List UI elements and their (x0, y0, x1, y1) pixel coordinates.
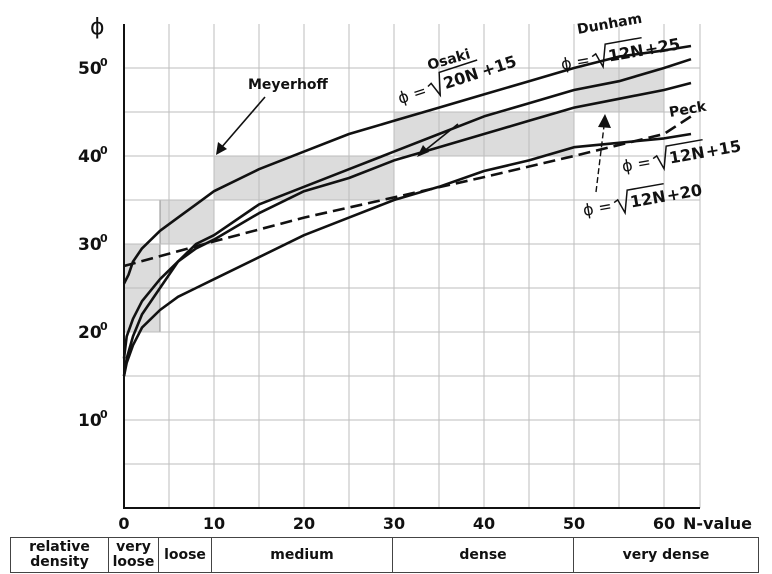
x-tick-label-60: 60 (653, 514, 675, 533)
density-very-loose: very loose (108, 537, 159, 573)
y-tick-label-50: 50 (78, 59, 102, 79)
svg-text:+15: +15 (479, 52, 519, 81)
x-tick-label-10: 10 (203, 514, 225, 533)
y-tick-label-10: 10 (78, 411, 102, 431)
density-loose: loose (158, 537, 212, 573)
svg-text:ϕ =: ϕ = (559, 50, 591, 74)
density-very-dense: very dense (573, 537, 759, 573)
y-tick-degree-40: 0 (100, 144, 108, 157)
series-line-0 (122, 44, 692, 285)
y-tick-degree-20: 0 (100, 320, 108, 333)
series-line-4 (122, 132, 692, 377)
series-line-1 (122, 57, 692, 377)
svg-text:ϕ =: ϕ = (581, 196, 613, 220)
density-dense: dense (392, 537, 574, 573)
dunham-label: Dunham (576, 11, 643, 38)
y-tick-label-40: 40 (78, 147, 102, 167)
svg-text:12N: 12N (607, 41, 645, 66)
y-tick-label-20: 20 (78, 323, 102, 343)
formula-12n-20: ϕ = 12N +20 (581, 180, 703, 220)
svg-text:+15: +15 (704, 136, 742, 161)
svg-text:ϕ =: ϕ = (620, 152, 652, 176)
y-tick-degree-30: 0 (100, 232, 108, 245)
y-tick-label-30: 30 (78, 235, 102, 255)
svg-text:+20: +20 (665, 180, 703, 205)
svg-text:+25: +25 (643, 34, 681, 59)
meyerhoff-step-1 (159, 199, 215, 245)
svg-text:ϕ =: ϕ = (395, 81, 428, 108)
x-tick-label-40: 40 (473, 514, 495, 533)
relative-density-table: relative density very loose loose medium d… (10, 537, 759, 573)
x-axis-unit: N-value (683, 514, 752, 533)
x-tick-label-50: 50 (563, 514, 585, 533)
formula-12n-20-arrow (595, 114, 611, 193)
meyerhoff-arrow (216, 96, 266, 155)
osaki-arrow (417, 123, 459, 157)
density-medium: medium (211, 537, 393, 573)
y-tick-degree-50: 0 (100, 56, 108, 69)
meyerhoff-label: Meyerhoff (248, 77, 329, 93)
y-axis-label: ϕ (90, 15, 105, 40)
y-tick-degree-10: 0 (100, 408, 108, 421)
x-tick-label-30: 30 (383, 514, 405, 533)
x-tick-label-0: 0 (118, 514, 129, 533)
x-tick-label-20: 20 (293, 514, 315, 533)
series-line-2 (122, 81, 692, 359)
curves (122, 44, 692, 377)
density-header: relative density (10, 537, 109, 573)
axes (123, 24, 700, 509)
peck-label: Peck (668, 99, 708, 121)
svg-text:12N: 12N (629, 187, 667, 212)
